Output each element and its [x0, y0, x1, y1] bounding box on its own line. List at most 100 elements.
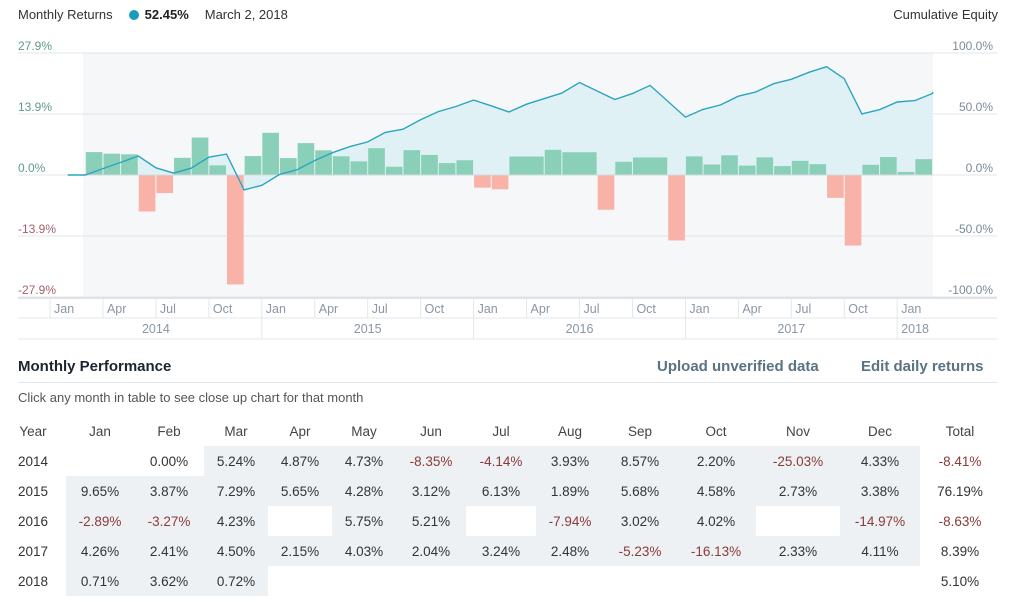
- month-cell-sep[interactable]: 3.02%: [604, 506, 676, 536]
- return-bar: [332, 156, 350, 175]
- empty-cell: [840, 566, 920, 596]
- return-bar: [121, 154, 138, 175]
- month-cell-nov[interactable]: 2.33%: [756, 536, 840, 566]
- total-cell: 76.19%: [937, 483, 983, 499]
- month-cell-may[interactable]: 4.28%: [332, 476, 396, 506]
- x-month-label: Jul: [795, 302, 811, 316]
- x-year-label: 2018: [901, 322, 929, 336]
- month-cell-mar[interactable]: 5.24%: [204, 446, 268, 476]
- month-cell-jun[interactable]: 5.21%: [396, 506, 466, 536]
- divider: [18, 382, 998, 383]
- month-cell-jun[interactable]: 3.12%: [396, 476, 466, 506]
- return-bar: [438, 163, 456, 175]
- column-header-mar: Mar: [224, 423, 248, 439]
- empty-cell: [676, 566, 756, 596]
- y-right-tick-label: 50.0%: [959, 100, 993, 114]
- x-year-label: 2017: [777, 322, 805, 336]
- empty-cell: [268, 566, 332, 596]
- month-cell-apr: [268, 506, 332, 536]
- y-left-tick-label: 13.9%: [18, 100, 52, 114]
- month-cell-dec[interactable]: 3.38%: [840, 476, 920, 506]
- month-cell-jun[interactable]: -8.35%: [396, 446, 466, 476]
- return-bar: [368, 148, 385, 175]
- month-cell-jan[interactable]: -2.89%: [66, 506, 134, 536]
- cumulative-equity-label: Cumulative Equity: [893, 7, 998, 22]
- return-bar: [103, 153, 121, 175]
- equity-area: [67, 66, 933, 190]
- month-cell-dec[interactable]: -14.97%: [840, 506, 920, 536]
- month-cell-feb[interactable]: 3.62%: [134, 566, 204, 596]
- edit-daily-returns-link[interactable]: Edit daily returns: [861, 358, 984, 375]
- month-cell-jan[interactable]: 4.26%: [66, 536, 134, 566]
- x-month-label: Oct: [636, 302, 656, 316]
- month-cell-jun[interactable]: 2.04%: [396, 536, 466, 566]
- y-right-tick-label: 100.0%: [952, 39, 993, 53]
- x-year-label: 2014: [142, 322, 170, 336]
- month-cell-mar[interactable]: 7.29%: [204, 476, 268, 506]
- total-cell: -8.63%: [938, 513, 982, 529]
- y-right-tick-label: -100.0%: [948, 283, 993, 297]
- return-bar: [315, 150, 332, 175]
- month-cell-may[interactable]: 4.73%: [332, 446, 396, 476]
- month-cell-feb[interactable]: 0.00%: [134, 446, 204, 476]
- return-bar: [668, 175, 685, 241]
- month-cell-may[interactable]: 4.03%: [332, 536, 396, 566]
- return-bar: [403, 150, 421, 175]
- return-bar: [915, 159, 932, 175]
- series-dot-icon: [128, 9, 139, 20]
- month-cell-may[interactable]: 5.75%: [332, 506, 396, 536]
- month-cell-dec[interactable]: 4.33%: [840, 446, 920, 476]
- x-month-label: Oct: [425, 302, 445, 316]
- month-cell-feb[interactable]: 2.41%: [134, 536, 204, 566]
- return-bar: [509, 156, 544, 175]
- return-bar: [85, 152, 103, 175]
- month-cell-jan[interactable]: 9.65%: [66, 476, 134, 506]
- column-header-nov: Nov: [785, 423, 810, 439]
- column-header-apr: Apr: [289, 423, 311, 439]
- y-left-tick-label: -27.9%: [18, 283, 56, 297]
- x-year-label: 2015: [354, 322, 382, 336]
- month-cell-aug[interactable]: 3.93%: [536, 446, 604, 476]
- month-cell-oct[interactable]: -16.13%: [676, 536, 756, 566]
- return-bar: [138, 175, 156, 212]
- column-header-year: Year: [19, 423, 47, 439]
- table-hint: Click any month in table to see close up…: [18, 390, 364, 405]
- month-cell-feb[interactable]: 3.87%: [134, 476, 204, 506]
- month-cell-jan[interactable]: 0.71%: [66, 566, 134, 596]
- x-year-label: 2016: [566, 322, 594, 336]
- month-cell-nov[interactable]: -25.03%: [756, 446, 840, 476]
- month-cell-jul[interactable]: -4.14%: [466, 446, 536, 476]
- month-cell-nov[interactable]: 2.73%: [756, 476, 840, 506]
- x-month-label: Jan: [689, 302, 709, 316]
- month-cell-jul[interactable]: 6.13%: [466, 476, 536, 506]
- month-cell-aug[interactable]: -7.94%: [536, 506, 604, 536]
- month-cell-apr[interactable]: 5.65%: [268, 476, 332, 506]
- upload-unverified-data-link[interactable]: Upload unverified data: [657, 358, 819, 375]
- month-cell-mar[interactable]: 4.50%: [204, 536, 268, 566]
- total-cell: -8.41%: [938, 453, 982, 469]
- cumulative-value: 52.45%: [144, 7, 189, 22]
- month-cell-sep[interactable]: -5.23%: [604, 536, 676, 566]
- month-cell-aug[interactable]: 1.89%: [536, 476, 604, 506]
- month-cell-aug[interactable]: 2.48%: [536, 536, 604, 566]
- column-header-feb: Feb: [157, 423, 181, 439]
- month-cell-oct[interactable]: 2.20%: [676, 446, 756, 476]
- month-cell-mar[interactable]: 0.72%: [204, 566, 268, 596]
- month-cell-apr[interactable]: 2.15%: [268, 536, 332, 566]
- return-bar: [862, 164, 880, 175]
- month-cell-sep[interactable]: 8.57%: [604, 446, 676, 476]
- month-cell-oct[interactable]: 4.02%: [676, 506, 756, 536]
- month-cell-sep[interactable]: 5.68%: [604, 476, 676, 506]
- return-bar: [615, 161, 632, 175]
- month-cell-mar[interactable]: 4.23%: [204, 506, 268, 536]
- return-bar: [897, 171, 915, 175]
- return-bar: [827, 175, 844, 198]
- return-bar: [562, 152, 597, 175]
- month-cell-oct[interactable]: 4.58%: [676, 476, 756, 506]
- month-cell-dec[interactable]: 4.11%: [840, 536, 920, 566]
- month-cell-jul[interactable]: 3.24%: [466, 536, 536, 566]
- returns-chart[interactable]: 27.9% 100.0% 13.9% 50.0% 0.0% 0.0% -13.9% -50.0…: [0, 0, 1010, 345]
- return-bar: [880, 157, 897, 175]
- month-cell-feb[interactable]: -3.27%: [134, 506, 204, 536]
- month-cell-apr[interactable]: 4.87%: [268, 446, 332, 476]
